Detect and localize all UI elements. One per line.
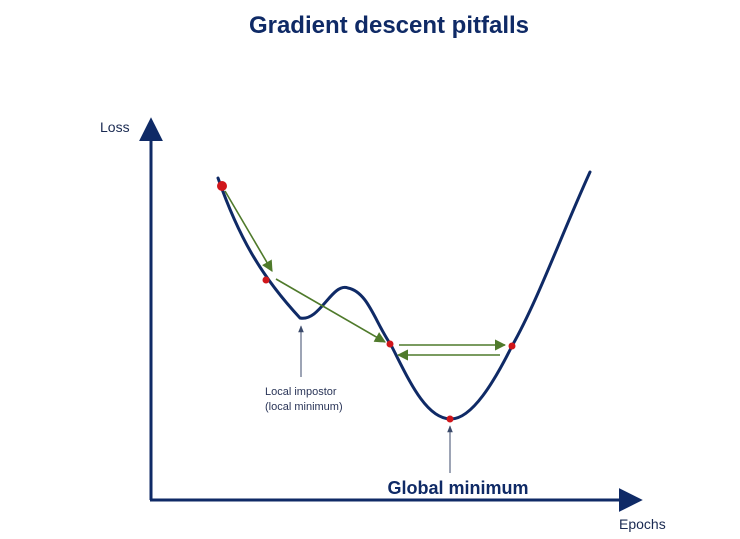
loss-curve bbox=[216, 170, 592, 421]
step-arrow-2 bbox=[275, 278, 386, 343]
x-axis-label: Epochs bbox=[619, 516, 666, 532]
global-minimum-point bbox=[446, 415, 454, 423]
step-point-3 bbox=[508, 342, 516, 350]
local-minimum-label-line2: (local minimum) bbox=[265, 401, 343, 413]
step-point-2 bbox=[386, 340, 394, 348]
start-point bbox=[217, 181, 227, 191]
step-point-1 bbox=[262, 276, 270, 284]
global-minimum-label: Global minimum bbox=[387, 478, 528, 498]
local-minimum-label-line1: Local impostor bbox=[265, 386, 337, 398]
step-arrow-1 bbox=[224, 190, 273, 272]
y-axis-label: Loss bbox=[100, 119, 130, 135]
diagram-title: Gradient descent pitfalls bbox=[249, 12, 529, 39]
